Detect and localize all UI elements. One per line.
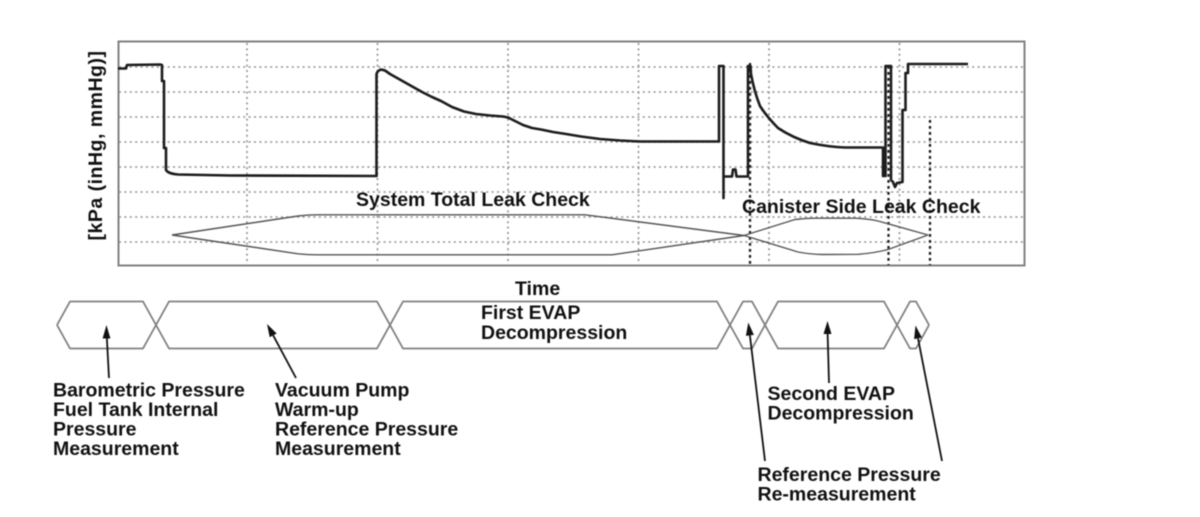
svg-text:Barometric Pressure: Barometric Pressure — [53, 380, 245, 402]
svg-text:Fuel Tank Internal: Fuel Tank Internal — [53, 399, 218, 421]
svg-text:Decompression: Decompression — [481, 322, 627, 344]
svg-text:Re-measurement: Re-measurement — [758, 484, 917, 506]
svg-text:First EVAP: First EVAP — [481, 302, 580, 324]
svg-text:Reference Pressure: Reference Pressure — [758, 464, 941, 486]
svg-text:Second EVAP: Second EVAP — [768, 383, 896, 405]
svg-text:System Total Leak Check: System Total Leak Check — [356, 189, 590, 211]
svg-text:Reference Pressure: Reference Pressure — [275, 419, 458, 441]
svg-text:Measurement: Measurement — [53, 438, 179, 460]
svg-text:Measurement: Measurement — [275, 438, 401, 460]
svg-text:Canister Side Leak Check: Canister Side Leak Check — [742, 196, 981, 218]
svg-text:Time: Time — [515, 278, 560, 300]
svg-text:Warm-up: Warm-up — [275, 399, 359, 421]
svg-text:Decompression: Decompression — [768, 403, 914, 425]
svg-text:Vacuum Pump: Vacuum Pump — [275, 380, 409, 402]
svg-text:[kPa (inHg, mmHg)]: [kPa (inHg, mmHg)] — [85, 51, 107, 241]
svg-text:Pressure: Pressure — [53, 419, 137, 441]
